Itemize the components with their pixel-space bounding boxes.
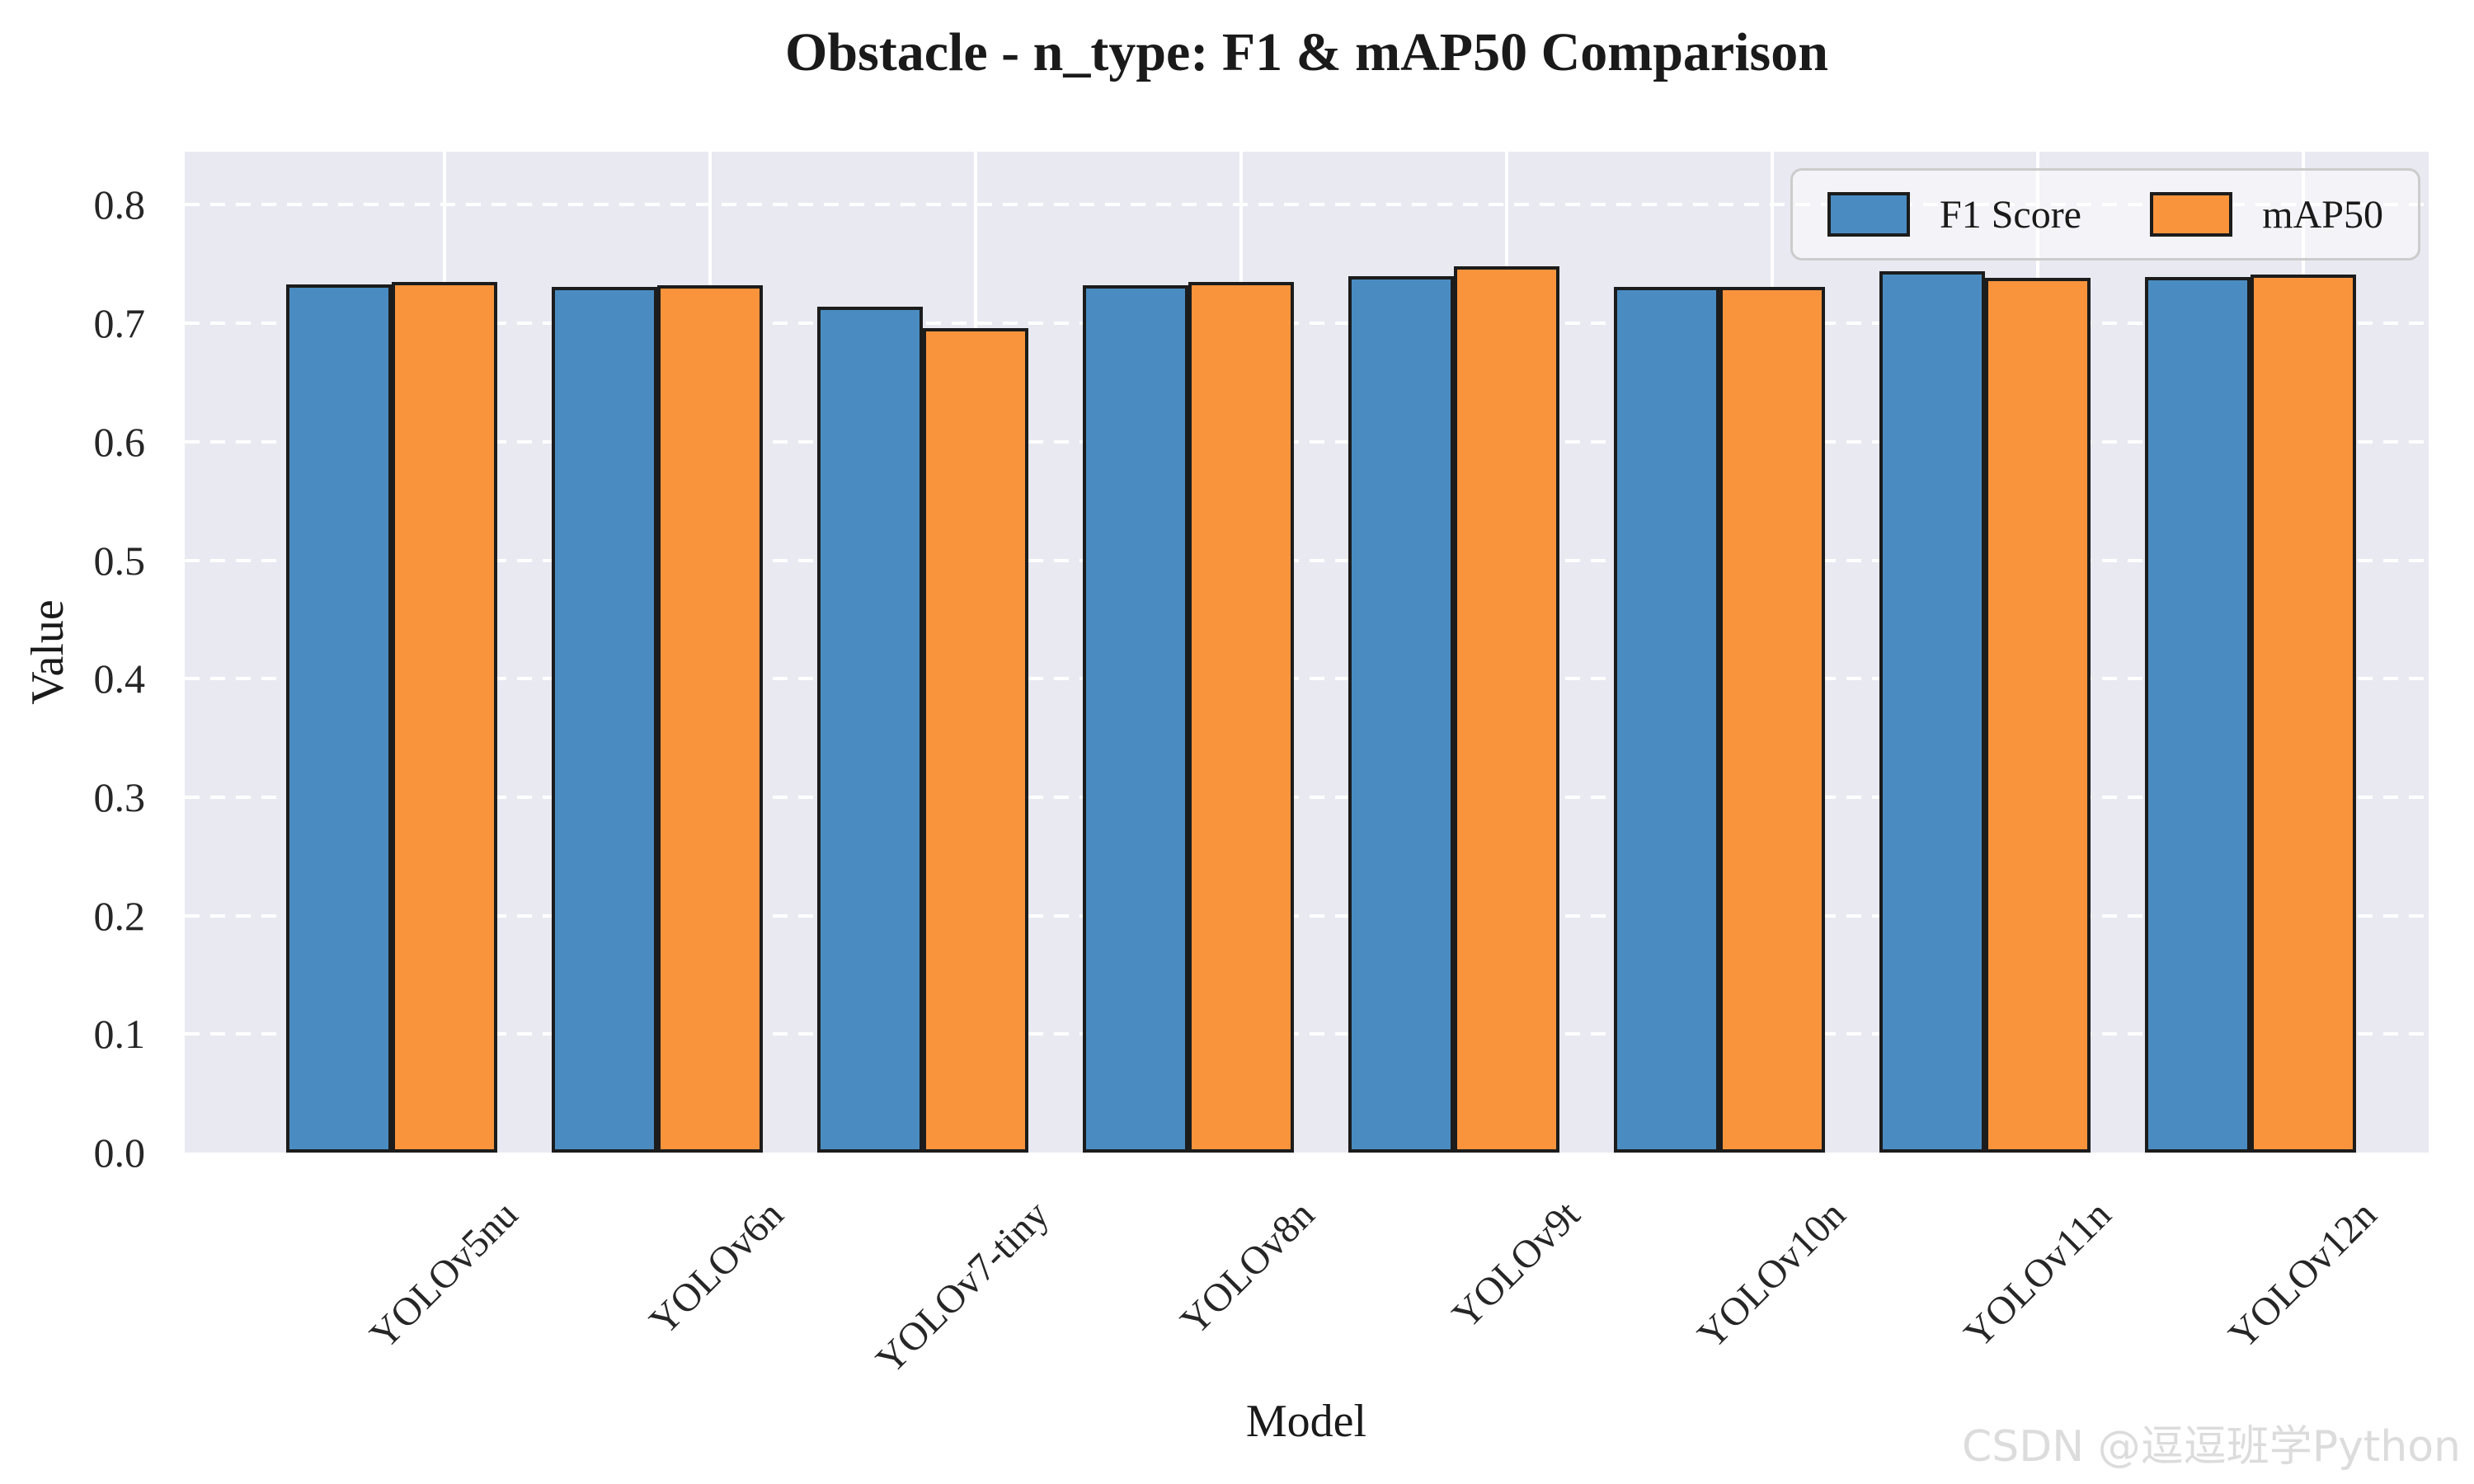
x-axis-label: Model — [1245, 1396, 1367, 1447]
bar-f1-yolov11n — [1879, 271, 1985, 1153]
bar-map50-yolov12n — [2251, 275, 2356, 1153]
x-tick-label: YOLOv7-tiny — [868, 1192, 1058, 1383]
map50-swatch — [2150, 192, 2233, 237]
y-tick-label: 0.5 — [93, 538, 146, 584]
bar-map50-yolov6n — [657, 285, 763, 1153]
y-tick-label: 0.2 — [93, 893, 146, 939]
y-tick-label: 0.8 — [93, 181, 146, 228]
bar-f1-yolov6n — [552, 287, 657, 1153]
bar-f1-yolov8n — [1083, 285, 1188, 1153]
gridline-horizontal — [185, 677, 2429, 680]
x-tick-label: YOLOv10n — [1689, 1192, 1855, 1358]
legend-label-f1: F1 Score — [1940, 192, 2081, 237]
legend-entry-map50: mAP50 — [2150, 192, 2383, 237]
x-tick-label: YOLOv8n — [1172, 1192, 1324, 1344]
legend-entry-f1: F1 Score — [1827, 192, 2081, 237]
y-tick-label: 0.4 — [93, 655, 146, 702]
x-tick-label: YOLOv5nu — [361, 1192, 527, 1358]
x-tick-label: YOLOv12n — [2220, 1192, 2386, 1358]
f1-score-swatch — [1827, 192, 1910, 237]
y-tick-label: 0.0 — [93, 1129, 146, 1176]
gridline-horizontal — [185, 914, 2429, 918]
x-tick-label: YOLOv9t — [1443, 1192, 1589, 1337]
bar-f1-yolov5nu — [286, 284, 392, 1153]
bar-map50-yolov10n — [1719, 287, 1825, 1153]
y-tick-label: 0.3 — [93, 774, 146, 820]
legend-label-map50: mAP50 — [2262, 192, 2383, 237]
bar-f1-yolov10n — [1614, 287, 1719, 1153]
bar-f1-yolov12n — [2145, 277, 2251, 1153]
gridline-horizontal — [185, 559, 2429, 562]
bar-f1-yolov9t — [1348, 276, 1454, 1153]
legend: F1 Score mAP50 — [1790, 168, 2420, 261]
x-tick-label: YOLOv11n — [1955, 1192, 2120, 1356]
watermark: CSDN @逗逗班学Python — [1961, 1422, 2461, 1472]
y-tick-label: 0.6 — [93, 419, 146, 465]
bar-map50-yolov9t — [1454, 266, 1559, 1153]
bar-map50-yolov8n — [1188, 282, 1294, 1153]
bar-map50-yolov5nu — [392, 282, 497, 1153]
gridline-horizontal — [185, 322, 2429, 325]
y-tick-label: 0.1 — [93, 1011, 146, 1057]
plot-area: F1 Score mAP50 — [185, 152, 2429, 1153]
bar-map50-yolov11n — [1985, 278, 2091, 1153]
gridline-horizontal — [185, 203, 2429, 206]
y-tick-label: 0.7 — [93, 300, 146, 346]
bar-map50-yolov7-tiny — [923, 328, 1028, 1153]
gridline-horizontal — [185, 796, 2429, 799]
bar-f1-yolov7-tiny — [817, 307, 923, 1153]
gridline-horizontal — [185, 440, 2429, 444]
chart-title: Obstacle - n_type: F1 & mAP50 Comparison — [785, 22, 1828, 82]
x-tick-label: YOLOv6n — [641, 1192, 793, 1344]
gridline-horizontal — [185, 1032, 2429, 1036]
